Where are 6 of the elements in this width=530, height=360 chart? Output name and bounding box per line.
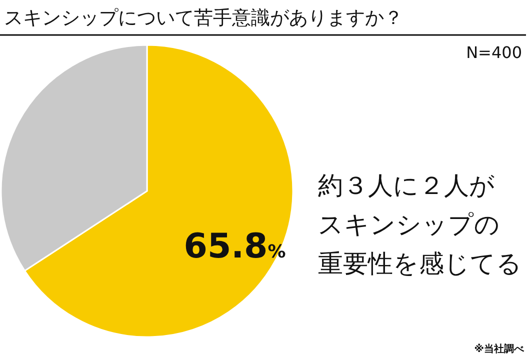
annotation: ※当社調べ	[474, 344, 524, 355]
subtitle: N=400	[466, 43, 522, 62]
annotation: スキンシップの	[318, 210, 500, 239]
annotation: 約３人に２人が	[318, 171, 495, 200]
annotation: 重要性を感じてる	[318, 249, 522, 278]
title: スキンシップについて苦手意識がありますか？	[4, 7, 403, 29]
